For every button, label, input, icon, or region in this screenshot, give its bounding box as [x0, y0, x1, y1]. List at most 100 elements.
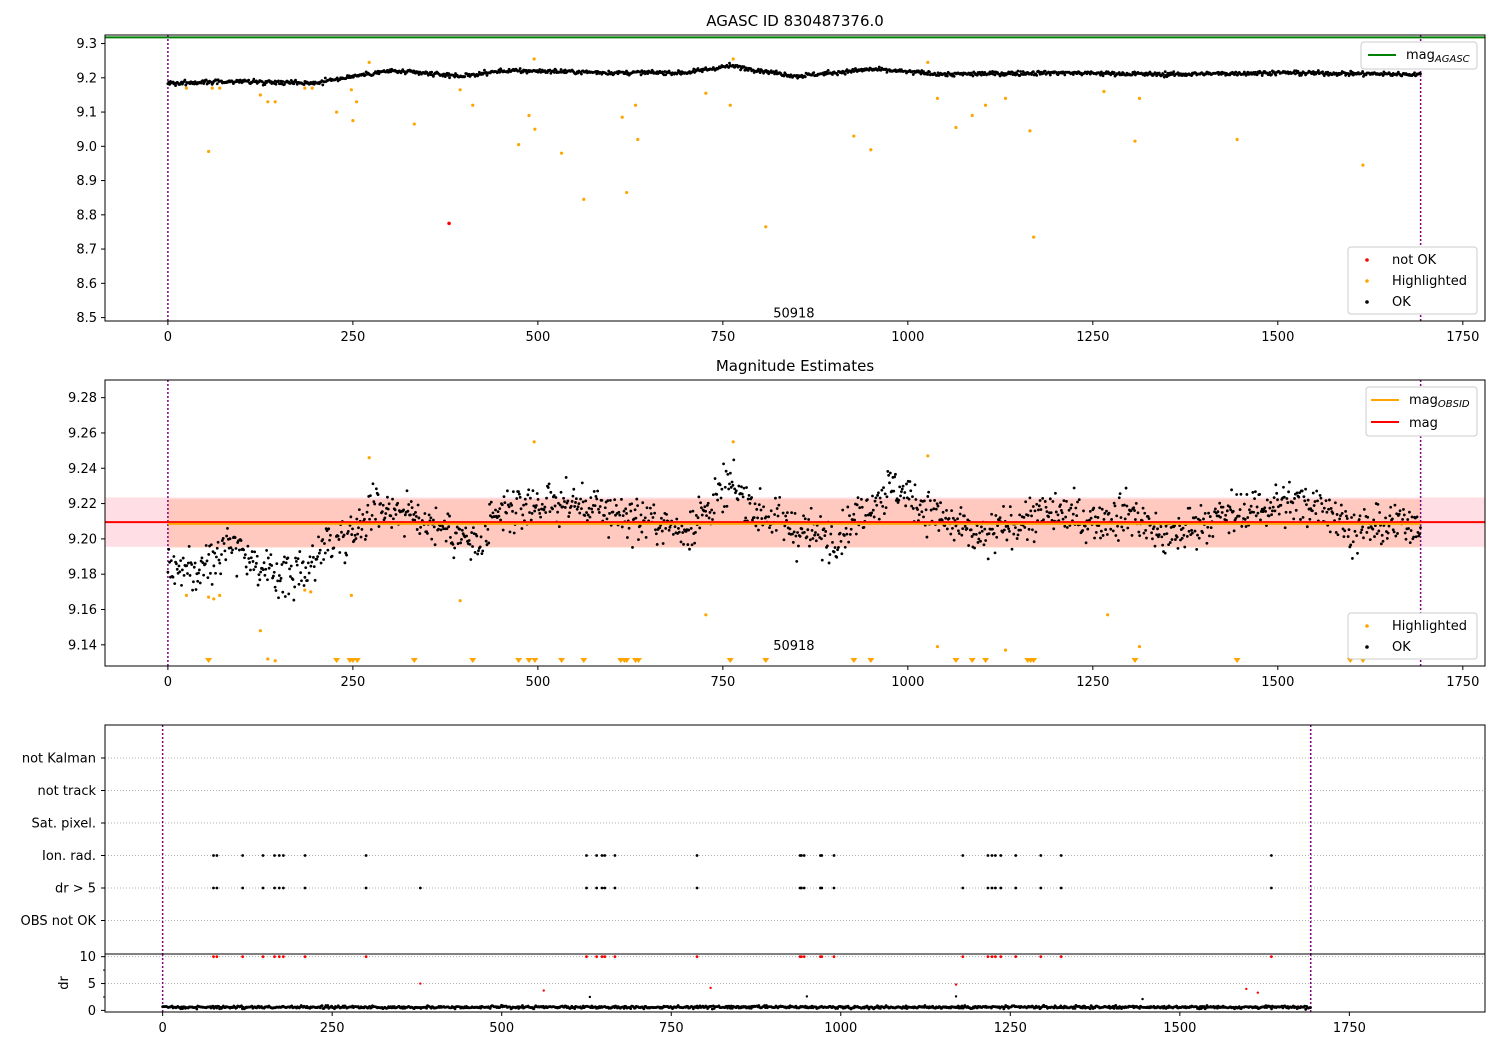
- ok-point: [1201, 531, 1205, 535]
- ok-point: [277, 574, 281, 577]
- ok-point: [542, 508, 546, 512]
- y-tick-label: 9.28: [68, 391, 97, 406]
- ok-point: [243, 556, 246, 560]
- ok-point: [1074, 506, 1078, 510]
- ok-point: [1147, 517, 1151, 520]
- ok-point: [1075, 514, 1079, 518]
- ok-point: [1093, 536, 1096, 540]
- ok-point: [412, 513, 416, 516]
- ok-point: [180, 568, 184, 572]
- ok-point: [788, 527, 792, 531]
- ok-point: [757, 67, 760, 71]
- ok-point: [725, 504, 729, 508]
- ok-point: [593, 504, 597, 507]
- ok-point: [1063, 524, 1067, 528]
- ok-point: [253, 550, 257, 554]
- ok-point: [551, 507, 554, 511]
- ok-point: [522, 503, 525, 507]
- ok-point: [963, 524, 967, 528]
- ok-point: [468, 542, 472, 546]
- ok-point: [439, 528, 443, 532]
- ok-point: [356, 532, 360, 536]
- ok-point: [317, 535, 320, 539]
- ion-rad-point: [215, 854, 219, 857]
- highlighted-point: [184, 593, 188, 597]
- ok-point: [681, 531, 685, 534]
- ok-point: [1159, 525, 1163, 528]
- ok-point: [752, 516, 756, 519]
- ok-point: [209, 571, 212, 575]
- ok-point: [668, 525, 672, 529]
- ok-point: [791, 540, 795, 544]
- ok-point: [531, 489, 535, 493]
- ok-point: [899, 494, 902, 498]
- ok-point: [327, 527, 331, 531]
- highlighted-point: [869, 148, 873, 152]
- ok-point: [1082, 509, 1085, 513]
- ok-point: [1355, 534, 1359, 538]
- ok-point: [1254, 514, 1258, 518]
- ok-point: [576, 505, 580, 509]
- ok-point: [1314, 512, 1318, 515]
- dr-capped-point: [832, 955, 836, 959]
- ok-point: [932, 507, 936, 511]
- ok-point: [808, 538, 812, 542]
- ok-point: [1065, 526, 1069, 529]
- ok-point: [1065, 499, 1068, 503]
- ok-point: [635, 497, 639, 501]
- ok-point: [996, 524, 999, 528]
- ok-point: [1260, 74, 1264, 77]
- ok-point: [959, 506, 963, 509]
- ion-rad-point: [999, 854, 1003, 857]
- ok-point: [1274, 73, 1278, 77]
- highlighted-point: [1235, 137, 1239, 142]
- ok-point: [838, 531, 842, 535]
- ok-point: [1360, 528, 1364, 532]
- highlighted-point: [935, 644, 940, 649]
- ok-point: [312, 555, 315, 559]
- ok-point: [1273, 509, 1277, 513]
- ok-point: [204, 78, 208, 82]
- ok-point: [1031, 505, 1035, 508]
- ok-point: [352, 538, 356, 542]
- ok-point: [196, 579, 200, 583]
- ok-point: [860, 505, 864, 509]
- ok-point: [451, 542, 455, 546]
- ok-point: [487, 541, 491, 545]
- dr-capped-point: [820, 955, 824, 959]
- ok-point: [1291, 501, 1295, 505]
- ok-point: [326, 548, 330, 552]
- ok-point: [618, 513, 622, 517]
- ok-point: [269, 553, 273, 557]
- ok-point: [1161, 543, 1165, 547]
- highlighted-below-range-marker: [333, 658, 341, 663]
- dr-outlier-point: [805, 995, 809, 998]
- ok-point: [508, 530, 512, 534]
- ok-point: [608, 512, 611, 515]
- ok-point: [949, 532, 953, 536]
- highlighted-point: [926, 454, 930, 458]
- ok-point: [289, 564, 293, 568]
- ok-point: [961, 527, 965, 531]
- ok-point: [406, 509, 410, 513]
- ok-point: [1112, 71, 1116, 74]
- ok-point: [700, 70, 704, 74]
- ok-point: [1230, 488, 1233, 492]
- ok-point: [383, 516, 387, 520]
- ok-point: [1182, 533, 1186, 537]
- ok-point: [1101, 534, 1105, 537]
- ok-point: [1008, 505, 1012, 509]
- ok-point: [1173, 524, 1176, 528]
- highlighted-below-range-marker: [353, 658, 361, 663]
- ok-point: [805, 535, 809, 539]
- dr-gt-5-point: [212, 886, 215, 890]
- ok-point: [444, 539, 448, 543]
- ok-point: [475, 534, 479, 538]
- ok-point: [636, 504, 640, 507]
- ok-point: [552, 494, 556, 497]
- ok-point: [1362, 536, 1365, 540]
- ok-point: [1154, 511, 1158, 515]
- ok-point: [220, 539, 224, 542]
- ok-point: [431, 74, 435, 78]
- ok-point: [1362, 74, 1365, 78]
